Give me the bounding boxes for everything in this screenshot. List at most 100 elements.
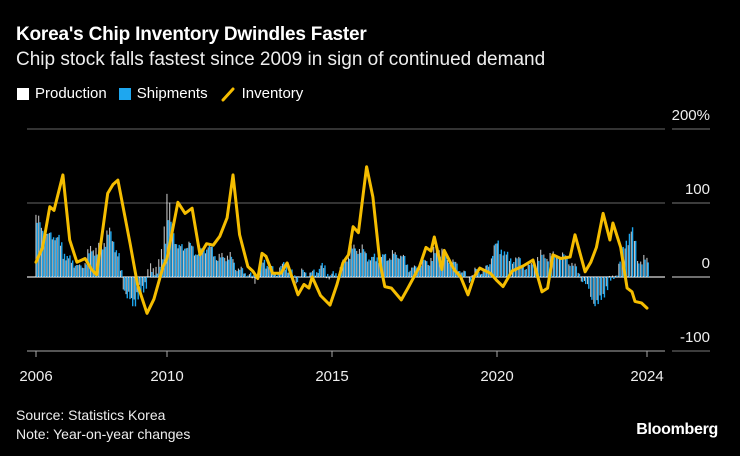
- shipments-bar: [211, 246, 213, 277]
- production-bar: [574, 263, 576, 277]
- shipments-bar: [368, 259, 370, 277]
- shipments-bar: [41, 230, 44, 277]
- production-bar: [92, 250, 94, 277]
- shipments-bar: [102, 249, 104, 277]
- shipments-bar: [401, 256, 403, 277]
- production-bar: [147, 269, 149, 277]
- shipments-bar: [346, 261, 348, 277]
- shipments-bar: [404, 255, 406, 277]
- shipments-bar: [85, 264, 88, 277]
- production-bar: [496, 243, 498, 277]
- shipments-bar: [566, 257, 568, 277]
- production-bar: [174, 244, 176, 277]
- production-bar: [95, 247, 97, 277]
- production-bar: [460, 272, 462, 277]
- inventory-line-icon: [221, 87, 235, 101]
- shipments-bar: [541, 254, 543, 277]
- production-bar: [317, 273, 319, 277]
- production-bar: [144, 277, 146, 283]
- production-bar: [81, 267, 83, 277]
- production-bar: [100, 243, 102, 277]
- production-bar: [70, 262, 72, 277]
- production-bar: [240, 266, 242, 277]
- shipments-bar: [572, 265, 574, 277]
- shipments-bar: [186, 247, 189, 277]
- production-bar: [103, 243, 105, 277]
- shipments-bar: [376, 257, 378, 277]
- production-bar: [196, 254, 198, 277]
- production-bar: [383, 254, 385, 277]
- shipments-bar: [470, 277, 472, 282]
- production-bar: [334, 275, 336, 277]
- shipments-bar: [294, 275, 296, 277]
- shipments-bar: [219, 257, 222, 277]
- production-bar: [378, 262, 380, 277]
- shipments-bar: [343, 261, 345, 277]
- production-bar: [493, 245, 495, 277]
- production-bar: [68, 258, 70, 277]
- production-bar: [213, 256, 215, 277]
- shipments-bar: [39, 222, 41, 277]
- shipments-bar: [228, 259, 230, 277]
- production-bar: [122, 277, 124, 290]
- shipments-bar: [398, 258, 400, 277]
- shipments-bar: [214, 256, 216, 277]
- production-bar: [155, 266, 157, 277]
- shipments-bar: [373, 253, 376, 277]
- shipments-bar: [318, 268, 321, 277]
- shipments-bar: [93, 255, 96, 277]
- shipments-bar: [538, 260, 540, 277]
- shipments-bar: [371, 256, 373, 277]
- shipments-bar: [600, 277, 603, 300]
- production-bar: [111, 241, 113, 277]
- production-bar: [235, 269, 237, 277]
- production-bar: [221, 252, 223, 277]
- shipments-bar: [145, 277, 148, 289]
- chart: 200% 100 0 -100 2006 2010 2015 2020 2024: [19, 107, 710, 385]
- shipments-bar: [310, 272, 312, 277]
- shipments-bar: [225, 261, 227, 277]
- production-bar: [427, 264, 429, 277]
- shipments-bar: [510, 258, 512, 277]
- production-bar: [356, 250, 358, 277]
- production-bar: [180, 246, 182, 277]
- legend-label: Production: [35, 85, 107, 102]
- production-bar: [224, 257, 226, 277]
- production-bar: [117, 256, 119, 277]
- shipments-bar: [393, 253, 395, 277]
- production-bar: [199, 249, 201, 277]
- production-bar: [602, 277, 604, 294]
- production-bar: [555, 257, 557, 277]
- shipments-bar: [285, 266, 288, 277]
- production-bar: [89, 245, 92, 277]
- shipments-bar: [382, 254, 384, 277]
- shipments-bar: [71, 260, 74, 277]
- bloomberg-logo: Bloomberg: [636, 421, 718, 438]
- shipments-bar: [431, 261, 433, 277]
- shipments-bar: [107, 234, 109, 277]
- production-bar: [530, 263, 532, 277]
- production-bar: [490, 258, 492, 277]
- shipments-bar: [360, 252, 362, 277]
- shipments-bar: [528, 264, 531, 277]
- shipments-bar: [263, 259, 266, 277]
- production-bar: [424, 260, 426, 277]
- production-bar: [430, 257, 432, 277]
- production-bar: [552, 251, 554, 277]
- chart-title: Korea's Chip Inventory Dwindles Faster: [16, 24, 367, 45]
- shipments-bar: [236, 271, 238, 277]
- y-tick-label: 100: [685, 181, 710, 198]
- shipments-bar: [423, 259, 425, 277]
- production-bar: [375, 261, 377, 277]
- production-bar: [188, 241, 190, 277]
- production-bar: [276, 276, 278, 277]
- shipments-bar: [335, 273, 337, 277]
- shipments-bar: [233, 262, 235, 277]
- shipments-bar: [239, 269, 241, 277]
- legend-inventory: Inventory: [220, 85, 303, 102]
- production-bar: [479, 274, 481, 277]
- shipments-bar: [66, 255, 68, 277]
- shipments-bar: [129, 277, 131, 300]
- production-bar: [499, 254, 501, 277]
- shipments-bar: [153, 275, 156, 277]
